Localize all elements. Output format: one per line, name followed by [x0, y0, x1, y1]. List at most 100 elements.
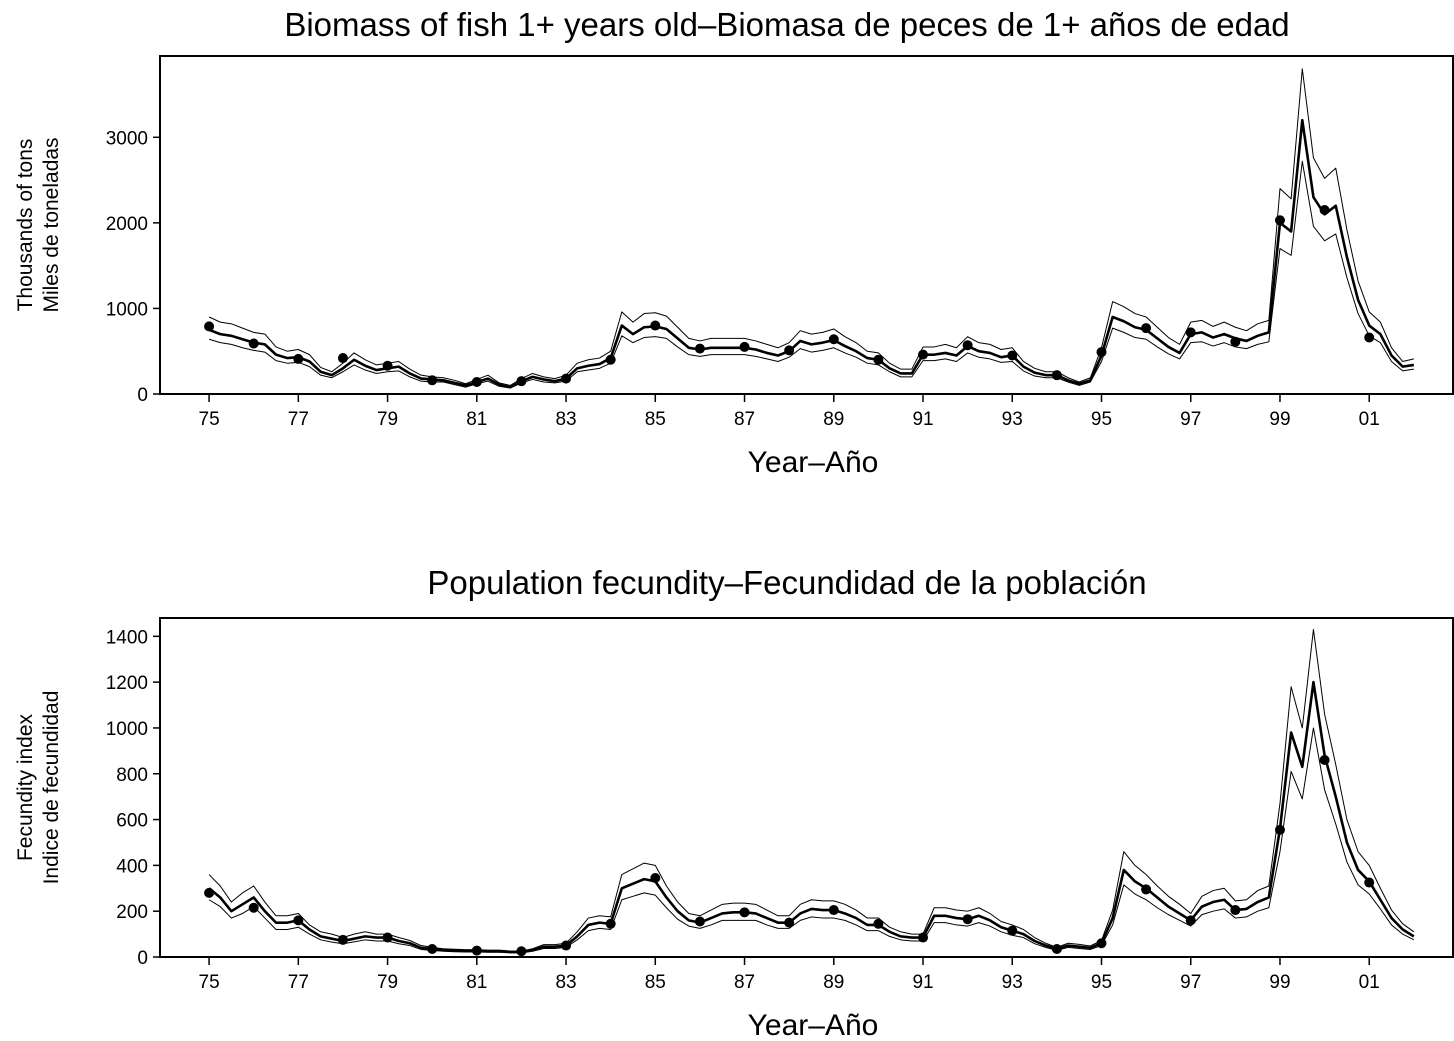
x-tick-label: 95	[1091, 972, 1112, 993]
x-tick-label: 77	[288, 409, 309, 430]
x-tick-label: 85	[645, 972, 666, 993]
series-line	[208, 628, 1415, 952]
data-point	[293, 353, 304, 364]
y-tick-label: 1000	[106, 299, 148, 320]
data-point	[1319, 205, 1330, 216]
data-point	[784, 345, 795, 356]
data-point	[873, 918, 884, 929]
data-point	[204, 887, 215, 898]
series-line	[208, 118, 1415, 389]
plot-frame	[159, 55, 1454, 395]
data-point	[1364, 332, 1375, 343]
data-point	[427, 375, 438, 386]
x-tick-label: 75	[199, 409, 220, 430]
x-tick-label: 79	[377, 409, 398, 430]
x-tick-label: 87	[734, 409, 755, 430]
data-point	[382, 360, 393, 371]
data-point	[1230, 905, 1241, 916]
data-point	[918, 349, 929, 360]
data-point	[471, 945, 482, 956]
data-point	[561, 940, 572, 951]
data-point	[1141, 884, 1152, 895]
x-tick-label: 99	[1269, 972, 1290, 993]
data-point	[471, 377, 482, 388]
x-axis-label: Year–Año	[748, 1009, 879, 1041]
data-point	[427, 943, 438, 954]
y-axis-label: Thousands of tons	[14, 139, 37, 312]
data-point	[382, 932, 393, 943]
series-line	[208, 68, 1414, 386]
data-point	[739, 907, 750, 918]
data-point	[337, 353, 348, 364]
chart-title: Population fecundity–Fecundidad de la po…	[427, 564, 1146, 601]
data-point	[248, 902, 259, 913]
y-axis-label: Indice de fecundidad	[40, 691, 63, 885]
data-point	[1319, 755, 1330, 766]
chart-title: Biomass of fish 1+ years old–Biomasa de …	[284, 6, 1289, 43]
x-tick-label: 85	[645, 409, 666, 430]
x-tick-label: 91	[912, 972, 933, 993]
data-point	[1274, 824, 1285, 835]
x-tick-label: 01	[1359, 409, 1380, 430]
x-tick-label: 99	[1269, 409, 1290, 430]
y-tick-label: 1200	[106, 673, 148, 694]
x-tick-label: 79	[377, 972, 398, 993]
data-point	[1096, 938, 1107, 949]
data-point	[694, 916, 705, 927]
x-tick-label: 89	[823, 409, 844, 430]
data-point	[1185, 327, 1196, 338]
data-point	[828, 905, 839, 916]
data-point	[1007, 350, 1018, 361]
data-point	[1051, 943, 1062, 954]
data-point	[1230, 336, 1241, 347]
data-point	[516, 946, 527, 957]
series-line	[208, 160, 1414, 389]
y-tick-label: 800	[116, 765, 148, 786]
x-tick-label: 91	[912, 409, 933, 430]
x-tick-label: 75	[199, 972, 220, 993]
y-tick-label: 1400	[106, 627, 148, 648]
series-line	[208, 727, 1415, 954]
series-line	[208, 680, 1415, 954]
data-point	[1051, 370, 1062, 381]
y-tick-label: 1000	[106, 719, 148, 740]
x-axis-label: Year–Año	[748, 446, 879, 479]
data-point	[650, 872, 661, 883]
x-tick-label: 97	[1180, 972, 1201, 993]
data-point	[1141, 323, 1152, 334]
x-tick-label: 93	[1002, 972, 1023, 993]
x-tick-label: 81	[466, 409, 487, 430]
data-point	[1185, 915, 1196, 926]
y-tick-label: 400	[116, 856, 148, 877]
x-tick-label: 97	[1180, 409, 1201, 430]
data-point	[293, 915, 304, 926]
y-axis-label: Miles de toneladas	[40, 137, 63, 312]
data-point	[204, 321, 215, 332]
data-point	[248, 338, 259, 349]
data-point	[784, 917, 795, 928]
data-point	[962, 340, 973, 351]
y-tick-label: 200	[116, 902, 148, 923]
data-point	[694, 343, 705, 354]
y-tick-label: 2000	[106, 214, 148, 235]
x-tick-label: 95	[1091, 409, 1112, 430]
plot-frame	[159, 617, 1454, 958]
data-point	[605, 354, 616, 365]
data-point	[739, 341, 750, 352]
data-point	[1096, 347, 1107, 358]
data-point	[1007, 925, 1018, 936]
data-point	[516, 376, 527, 387]
x-tick-label: 77	[288, 972, 309, 993]
x-tick-label: 01	[1359, 972, 1380, 993]
data-point	[918, 932, 929, 943]
x-tick-label: 93	[1002, 409, 1023, 430]
data-point	[873, 354, 884, 365]
data-point	[1364, 877, 1375, 888]
data-point	[337, 934, 348, 945]
data-point	[1274, 215, 1285, 226]
x-tick-label: 81	[466, 972, 487, 993]
y-tick-label: 600	[116, 811, 148, 832]
y-tick-label: 0	[137, 385, 148, 406]
